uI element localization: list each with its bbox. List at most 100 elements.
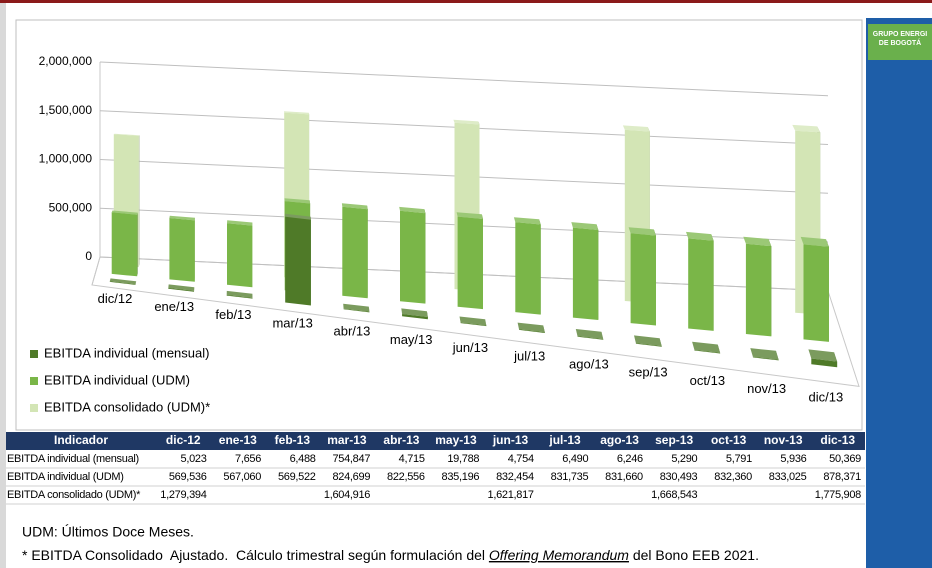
table-cell: 569,536 [169,471,207,483]
bar [800,236,829,342]
table-header: dic-13 [820,433,855,447]
bar-front [400,210,426,304]
bar-front [811,358,838,368]
table-header: abr-13 [383,433,419,447]
bar-front [169,218,195,282]
bar [111,210,138,277]
grid-line [99,61,829,97]
table-cell: 4,754 [508,453,534,465]
bar-front [635,343,662,347]
chart-frame [15,19,863,431]
bar-front [694,349,721,354]
table-cell: 831,660 [605,471,643,483]
bar-top [227,220,253,226]
bar-front [226,294,253,299]
x-tick-label: feb/13 [215,307,251,322]
bar-top [800,236,829,247]
bar [743,236,772,337]
bar-front [285,216,311,306]
footnote-part: * EBITDA Consolidado Ajustado. Cálculo t… [22,547,489,563]
bar-front [745,243,772,337]
x-tick-label: jun/13 [452,340,488,355]
bar-top [575,329,604,340]
table-cell: 1,621,817 [488,489,534,501]
x-tick-label: dic/12 [98,291,133,306]
bar-front [109,281,136,285]
bar-front [577,336,604,340]
bar-front [111,212,138,277]
logo-box [868,24,932,60]
table-header: jun-13 [492,433,529,447]
table-cell: 835,196 [442,471,480,483]
bar-front [803,244,829,342]
bar [571,222,599,320]
bar-front [227,223,253,288]
table-cell: 569,522 [278,471,316,483]
bar [227,220,253,288]
bar-top [634,335,662,347]
table-cell: 4,715 [399,453,425,465]
table-header: sep-13 [655,433,693,447]
bar-front [168,287,194,292]
bar [459,316,487,327]
bar-front [343,308,370,313]
y-tick-label: 0 [85,249,92,263]
table-row-label: EBITDA individual (mensual) [7,453,139,465]
bar-side [137,212,138,277]
left-margin [0,3,6,568]
x-tick-label: sep/13 [629,365,668,380]
bar [169,215,195,282]
footnote-part: Offering Memorandum [489,547,629,563]
bar-top [692,341,721,353]
y-tick-label: 2,000,000 [39,54,93,68]
bar-top [169,215,195,221]
bar [341,203,368,299]
bar-front [342,206,368,299]
table-cell: 5,936 [780,453,806,465]
bar-top [109,278,137,285]
footnote: * EBITDA Consolidado Ajustado. Cálculo t… [22,547,759,563]
bar-top [456,212,483,219]
bar-top [343,303,370,312]
x-tick-label: ago/13 [569,357,609,372]
bar-top [459,316,487,326]
bar-front [630,233,656,326]
bar [109,278,137,285]
table-cell: 6,490 [562,453,588,465]
top-rule [0,0,932,3]
table-header: feb-13 [275,433,311,447]
x-tick-label: dic/13 [809,389,844,404]
y-tick-label: 1,500,000 [39,103,93,117]
table-header: mar-13 [327,433,367,447]
table-cell: 832,360 [714,471,752,483]
table-cell: 7,656 [235,453,261,465]
legend-swatch [30,350,38,358]
table-cell: 831,735 [551,471,589,483]
bar-top [686,231,714,241]
bar-front [688,238,714,331]
table-header: may-13 [435,433,477,447]
bar-front [519,329,545,333]
x-tick-label: abr/13 [334,324,371,339]
bar [401,308,428,320]
bar-side [138,135,140,268]
bar-front [572,227,599,320]
bar-top [113,133,140,136]
bar-top [513,217,541,225]
table-cell: 822,556 [387,471,425,483]
bar-top [401,308,428,317]
bar-top [284,111,310,115]
legend-label: EBITDA individual (UDM) [44,372,190,387]
bar [628,227,656,326]
bar-front [515,222,541,315]
bar [343,303,370,313]
table-cell: 567,060 [223,471,261,483]
x-tick-label: oct/13 [690,373,725,388]
table-cell: 6,246 [617,453,643,465]
bar-top [341,203,368,210]
bar-top [285,213,311,220]
table-cell: 19,788 [447,453,479,465]
table-cell: 1,775,908 [815,489,861,501]
table-cell: 878,371 [823,471,861,483]
